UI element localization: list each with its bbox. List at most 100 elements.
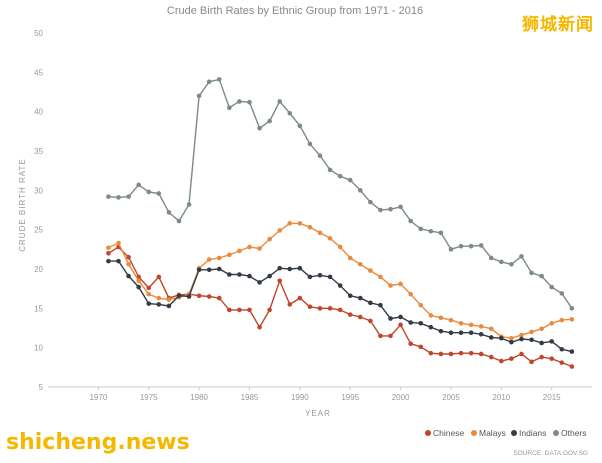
legend-marker-indians bbox=[511, 430, 517, 436]
data-point-chinese bbox=[478, 351, 484, 357]
data-point-others bbox=[549, 284, 555, 290]
data-point-chinese bbox=[257, 324, 262, 330]
data-point-others bbox=[186, 202, 192, 207]
data-point-chinese bbox=[327, 306, 333, 311]
data-point-chinese bbox=[227, 307, 232, 313]
data-point-malays bbox=[539, 326, 544, 332]
data-point-indians bbox=[478, 331, 484, 337]
data-point-chinese bbox=[337, 307, 343, 313]
chart-title: Crude Birth Rates by Ethnic Group from 1… bbox=[167, 5, 423, 17]
data-point-malays bbox=[267, 236, 272, 242]
data-point-others bbox=[277, 99, 283, 104]
data-point-others bbox=[398, 204, 403, 210]
data-point-malays bbox=[428, 313, 434, 318]
data-point-malays bbox=[237, 248, 242, 254]
data-point-chinese bbox=[388, 333, 393, 339]
data-point-malays bbox=[337, 244, 343, 250]
data-point-chinese bbox=[408, 341, 413, 347]
data-point-indians bbox=[499, 335, 504, 341]
data-point-indians bbox=[277, 265, 283, 271]
data-point-malays bbox=[438, 315, 444, 321]
data-point-indians bbox=[206, 267, 212, 273]
series-line-others bbox=[108, 78, 573, 309]
data-point-others bbox=[257, 125, 262, 131]
data-point-others bbox=[247, 99, 252, 105]
data-point-malays bbox=[418, 302, 424, 308]
data-point-others bbox=[287, 110, 293, 116]
data-point-indians bbox=[569, 349, 575, 354]
data-point-malays bbox=[247, 244, 252, 250]
data-point-malays bbox=[448, 317, 454, 323]
data-point-malays bbox=[126, 261, 131, 267]
data-point-malays bbox=[257, 246, 262, 251]
data-point-chinese bbox=[307, 304, 313, 310]
series-indians bbox=[106, 258, 575, 354]
data-point-indians bbox=[458, 330, 464, 336]
data-point-indians bbox=[227, 272, 232, 277]
data-point-chinese bbox=[277, 278, 283, 284]
data-point-others bbox=[488, 255, 494, 261]
data-point-others bbox=[438, 230, 444, 236]
data-point-indians bbox=[317, 272, 323, 278]
y-tick-label: 20 bbox=[34, 265, 43, 274]
data-point-malays bbox=[287, 221, 293, 226]
legend-marker-others bbox=[553, 430, 559, 436]
data-point-chinese bbox=[569, 364, 575, 369]
data-point-indians bbox=[297, 265, 303, 271]
x-tick-label: 2005 bbox=[442, 393, 460, 402]
series-line-malays bbox=[108, 222, 572, 339]
data-point-malays bbox=[106, 245, 111, 251]
series-chinese bbox=[106, 244, 575, 369]
data-point-others bbox=[539, 273, 544, 279]
data-point-others bbox=[126, 194, 131, 199]
data-point-chinese bbox=[237, 307, 242, 313]
data-point-chinese bbox=[126, 254, 131, 260]
x-tick-label: 1990 bbox=[291, 393, 309, 402]
x-tick-label: 1980 bbox=[190, 393, 208, 402]
data-point-malays bbox=[458, 320, 464, 326]
data-point-others bbox=[297, 123, 303, 129]
data-point-malays bbox=[549, 320, 555, 326]
data-point-chinese bbox=[468, 350, 474, 356]
data-point-indians bbox=[136, 284, 141, 290]
data-point-malays bbox=[206, 257, 212, 262]
data-point-others bbox=[166, 210, 172, 215]
data-point-chinese bbox=[438, 351, 444, 357]
data-point-others bbox=[408, 218, 413, 224]
data-point-malays bbox=[408, 291, 413, 297]
data-point-indians bbox=[488, 335, 494, 340]
data-point-chinese bbox=[287, 302, 293, 307]
data-point-others bbox=[307, 141, 313, 147]
data-point-others bbox=[458, 243, 464, 249]
data-point-others bbox=[337, 173, 343, 179]
data-point-chinese bbox=[146, 285, 152, 291]
data-point-chinese bbox=[357, 314, 363, 320]
legend-item-malays: Malays bbox=[471, 428, 506, 438]
legend-item-others: Others bbox=[553, 428, 587, 438]
data-point-others bbox=[116, 195, 121, 200]
data-point-malays bbox=[519, 332, 524, 338]
data-point-others bbox=[176, 218, 182, 224]
data-point-indians bbox=[156, 302, 162, 307]
data-point-others bbox=[448, 247, 454, 252]
data-point-others bbox=[468, 243, 474, 249]
data-point-chinese bbox=[559, 360, 565, 365]
data-point-others bbox=[519, 254, 524, 259]
data-point-malays bbox=[368, 268, 373, 273]
data-point-others bbox=[428, 228, 434, 234]
data-point-chinese bbox=[519, 351, 524, 357]
data-point-others bbox=[509, 261, 514, 267]
data-point-indians bbox=[176, 293, 182, 299]
y-tick-label: 35 bbox=[34, 147, 43, 156]
data-point-chinese bbox=[196, 293, 202, 299]
data-point-others bbox=[559, 291, 565, 296]
data-point-chinese bbox=[529, 359, 534, 365]
data-point-chinese bbox=[368, 318, 373, 324]
data-point-others bbox=[357, 188, 363, 193]
data-point-indians bbox=[357, 295, 363, 301]
data-point-others bbox=[216, 77, 222, 82]
x-tick-label: 2010 bbox=[492, 393, 510, 402]
y-tick-label: 5 bbox=[39, 383, 44, 392]
data-point-chinese bbox=[549, 356, 555, 361]
data-point-chinese bbox=[499, 358, 504, 364]
